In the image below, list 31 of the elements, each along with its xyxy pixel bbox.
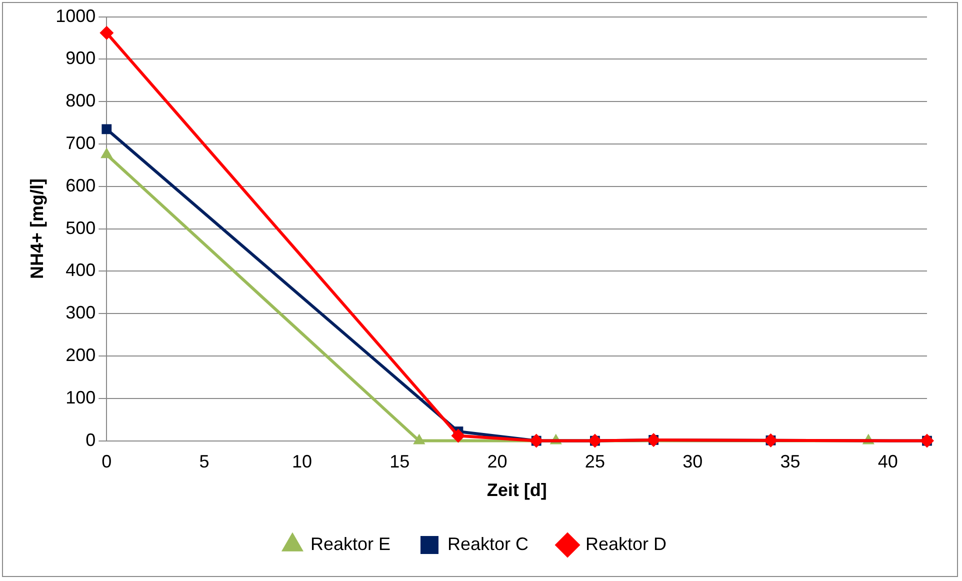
legend-label: Reaktor E [310, 534, 391, 554]
legend-label: Reaktor C [447, 534, 529, 554]
point [102, 124, 112, 134]
point [100, 148, 113, 158]
y-tick-label: 0 [86, 430, 96, 450]
y-tick-label: 300 [66, 302, 96, 323]
point [451, 428, 466, 443]
x-tick-label: 10 [292, 452, 312, 472]
point [646, 432, 661, 447]
x-tick-label: 0 [102, 452, 112, 472]
y-tick-label: 800 [66, 90, 96, 111]
x-tick-label: 35 [780, 452, 800, 472]
y-tick-label: 700 [66, 132, 96, 153]
y-tick-label: 900 [66, 48, 96, 68]
x-tick-label: 15 [390, 452, 410, 472]
y-tick-label: 600 [66, 175, 96, 196]
y-tick-label: 1000 [56, 6, 96, 26]
y-tick-label: 200 [66, 344, 96, 365]
x-tick-label: 20 [487, 452, 508, 472]
x-axis-title: Zeit [d] [486, 480, 547, 500]
x-tick-label: 40 [878, 452, 898, 472]
y-axis-title: NH4+ [mg/l] [26, 178, 47, 280]
y-tick-label: 100 [66, 387, 96, 408]
y-tick-label: 500 [66, 218, 96, 238]
x-tick-label: 30 [682, 452, 703, 472]
legend-label: Reaktor D [586, 534, 667, 554]
y-tick-label: 400 [66, 260, 96, 280]
point [100, 26, 114, 40]
x-tick-label: 25 [584, 452, 605, 472]
point [588, 434, 602, 448]
x-tick-label: 5 [199, 452, 210, 472]
